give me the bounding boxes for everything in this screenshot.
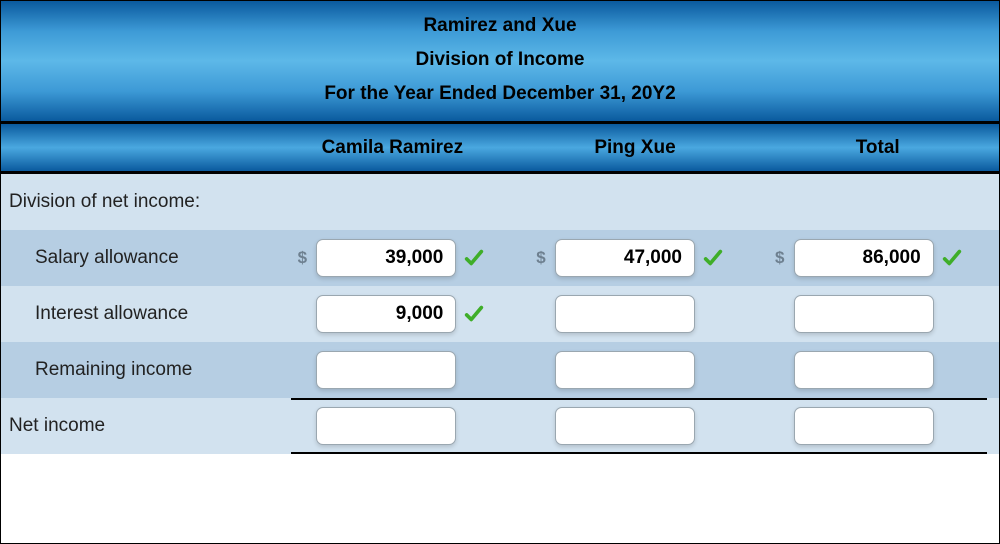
cell-netincome-2: $ [510,407,749,445]
input-interest-2[interactable] [555,295,695,333]
section-row: Division of net income: [1,174,999,230]
column-headers: Camila Ramirez Ping Xue Total [1,124,999,174]
cell-salary-2: $ [510,239,749,277]
dollar-icon: $ [772,248,788,268]
check-icon [940,246,964,270]
row-remaining: Remaining income $ $ $ [1,342,999,398]
check-icon [462,302,486,326]
row-remaining-label: Remaining income [1,359,271,381]
cell-netincome-3: $ [748,407,987,445]
cell-remaining-2: $ [510,351,749,389]
dollar-icon: $ [533,248,549,268]
section-label: Division of net income: [1,191,271,213]
input-remaining-1[interactable] [316,351,456,389]
input-salary-1[interactable] [316,239,456,277]
input-remaining-3[interactable] [794,351,934,389]
row-interest: Interest allowance $ $ $ [1,286,999,342]
input-salary-2[interactable] [555,239,695,277]
column-header-2: Ping Xue [514,137,757,159]
row-salary-label: Salary allowance [1,247,271,269]
column-header-3: Total [756,137,999,159]
cell-salary-3: $ [748,239,987,277]
check-icon [701,246,725,270]
input-netincome-1[interactable] [316,407,456,445]
cell-interest-2: $ [510,295,749,333]
input-salary-3[interactable] [794,239,934,277]
title-line-2: Division of Income [1,43,999,77]
title-line-3: For the Year Ended December 31, 20Y2 [1,77,999,111]
table-body: Division of net income: Salary allowance… [1,174,999,454]
check-icon [462,246,486,270]
title-header: Ramirez and Xue Division of Income For t… [1,1,999,124]
input-netincome-2[interactable] [555,407,695,445]
cell-remaining-1: $ [271,351,510,389]
cell-interest-3: $ [748,295,987,333]
row-interest-label: Interest allowance [1,303,271,325]
row-netincome-label: Net income [1,415,271,437]
row-netincome: Net income $ $ $ [1,398,999,454]
input-interest-3[interactable] [794,295,934,333]
input-interest-1[interactable] [316,295,456,333]
cell-netincome-1: $ [271,407,510,445]
input-netincome-3[interactable] [794,407,934,445]
dollar-icon: $ [294,248,310,268]
cell-interest-1: $ [271,295,510,333]
worksheet: Ramirez and Xue Division of Income For t… [0,0,1000,544]
column-header-1: Camila Ramirez [271,137,514,159]
cell-remaining-3: $ [748,351,987,389]
title-line-1: Ramirez and Xue [1,9,999,43]
cell-salary-1: $ [271,239,510,277]
input-remaining-2[interactable] [555,351,695,389]
row-salary: Salary allowance $ $ $ [1,230,999,286]
